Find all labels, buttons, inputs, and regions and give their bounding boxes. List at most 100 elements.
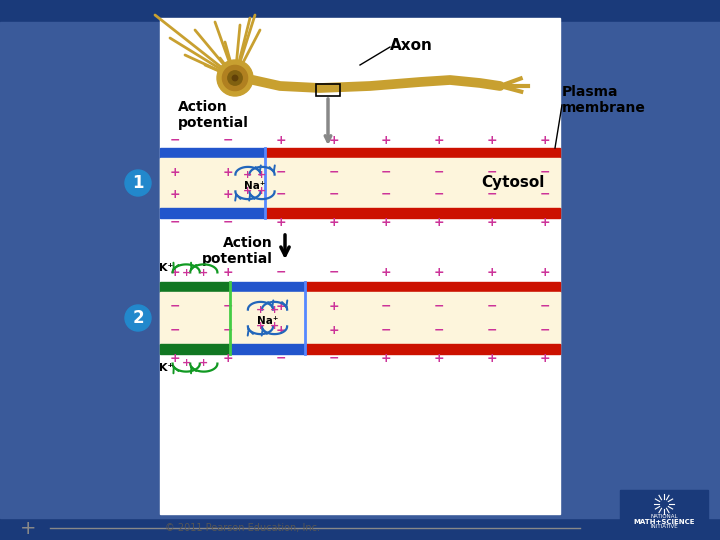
- Text: −: −: [170, 133, 180, 146]
- Text: −: −: [434, 323, 444, 336]
- Bar: [0, 0, 720, 22]
- Text: Cytosol: Cytosol: [482, 176, 545, 191]
- Text: K⁺: K⁺: [159, 262, 174, 273]
- Text: +: +: [222, 187, 233, 200]
- Text: −: −: [434, 165, 444, 179]
- Text: 1: 1: [132, 174, 144, 192]
- Text: −: −: [222, 133, 233, 146]
- Text: Action
potential: Action potential: [202, 236, 273, 266]
- Text: −: −: [222, 323, 233, 336]
- Text: −: −: [222, 300, 233, 313]
- Text: MATH+SCIENCE: MATH+SCIENCE: [634, 519, 695, 525]
- Bar: [265, 208, 560, 218]
- Circle shape: [125, 170, 151, 196]
- Text: +: +: [540, 133, 550, 146]
- Bar: [305, 282, 560, 292]
- Text: INITIATIVE: INITIATIVE: [650, 524, 678, 530]
- Text: +: +: [256, 305, 265, 315]
- Text: Action
potential: Action potential: [178, 100, 249, 130]
- Text: +: +: [434, 266, 444, 279]
- Bar: [620, 490, 708, 530]
- Text: −: −: [434, 300, 444, 313]
- Text: +: +: [540, 215, 550, 228]
- Text: +: +: [381, 215, 392, 228]
- Bar: [0, 518, 720, 540]
- Bar: [160, 344, 230, 354]
- Bar: [160, 208, 265, 218]
- Text: −: −: [540, 323, 550, 336]
- Text: −: −: [276, 165, 286, 179]
- Text: © 2011 Pearson Education, Inc.: © 2011 Pearson Education, Inc.: [165, 523, 320, 533]
- Text: −: −: [170, 323, 180, 336]
- Text: +: +: [243, 186, 253, 195]
- Text: Na⁺: Na⁺: [257, 316, 278, 326]
- Text: −: −: [170, 215, 180, 228]
- Text: −: −: [328, 266, 339, 279]
- Text: +: +: [170, 266, 180, 279]
- Circle shape: [233, 75, 238, 80]
- Text: +: +: [540, 266, 550, 279]
- Text: +: +: [181, 358, 191, 368]
- Text: +: +: [181, 268, 191, 278]
- Text: +: +: [328, 215, 339, 228]
- Text: −: −: [328, 187, 339, 200]
- Text: +: +: [434, 352, 444, 365]
- Text: +: +: [257, 186, 266, 195]
- Text: −: −: [540, 165, 550, 179]
- Text: 2: 2: [132, 309, 144, 327]
- Circle shape: [228, 71, 242, 85]
- Text: +: +: [270, 305, 279, 315]
- Text: +: +: [276, 215, 286, 228]
- Circle shape: [222, 65, 248, 91]
- Text: −: −: [381, 300, 392, 313]
- Text: +: +: [381, 352, 392, 365]
- Bar: [230, 282, 305, 292]
- Text: −: −: [540, 300, 550, 313]
- Text: +: +: [276, 323, 286, 336]
- Text: +: +: [243, 170, 253, 180]
- Text: −: −: [276, 187, 286, 200]
- Text: +: +: [540, 352, 550, 365]
- Bar: [160, 292, 560, 344]
- Text: +: +: [328, 323, 339, 336]
- Text: +: +: [270, 321, 279, 330]
- Text: +: +: [434, 133, 444, 146]
- Text: +: +: [434, 215, 444, 228]
- Bar: [160, 148, 265, 158]
- Circle shape: [125, 305, 151, 331]
- Text: Axon: Axon: [390, 37, 433, 52]
- Text: −: −: [487, 165, 498, 179]
- Text: +: +: [381, 133, 392, 146]
- Text: +: +: [222, 165, 233, 179]
- Text: −: −: [276, 266, 286, 279]
- Text: +: +: [170, 165, 180, 179]
- Text: −: −: [381, 323, 392, 336]
- Text: −: −: [487, 300, 498, 313]
- Bar: [265, 148, 560, 158]
- Text: Na⁺: Na⁺: [244, 181, 266, 191]
- Text: +: +: [328, 300, 339, 313]
- Text: +: +: [199, 268, 208, 278]
- Text: +: +: [328, 133, 339, 146]
- Bar: [160, 282, 230, 292]
- Text: −: −: [540, 187, 550, 200]
- Text: +: +: [170, 352, 180, 365]
- Text: −: −: [381, 165, 392, 179]
- Bar: [305, 344, 560, 354]
- Text: +: +: [487, 352, 498, 365]
- Bar: [316, 84, 340, 96]
- Bar: [230, 344, 305, 354]
- Text: +: +: [487, 133, 498, 146]
- Text: +: +: [19, 518, 36, 537]
- Text: +: +: [487, 266, 498, 279]
- Text: −: −: [434, 187, 444, 200]
- Text: +: +: [222, 266, 233, 279]
- Text: −: −: [328, 352, 339, 365]
- Text: −: −: [276, 352, 286, 365]
- Text: NATIONAL: NATIONAL: [650, 515, 678, 519]
- Text: +: +: [276, 133, 286, 146]
- Circle shape: [217, 60, 253, 96]
- Text: +: +: [199, 358, 208, 368]
- Text: +: +: [222, 352, 233, 365]
- Text: K⁺: K⁺: [159, 363, 174, 373]
